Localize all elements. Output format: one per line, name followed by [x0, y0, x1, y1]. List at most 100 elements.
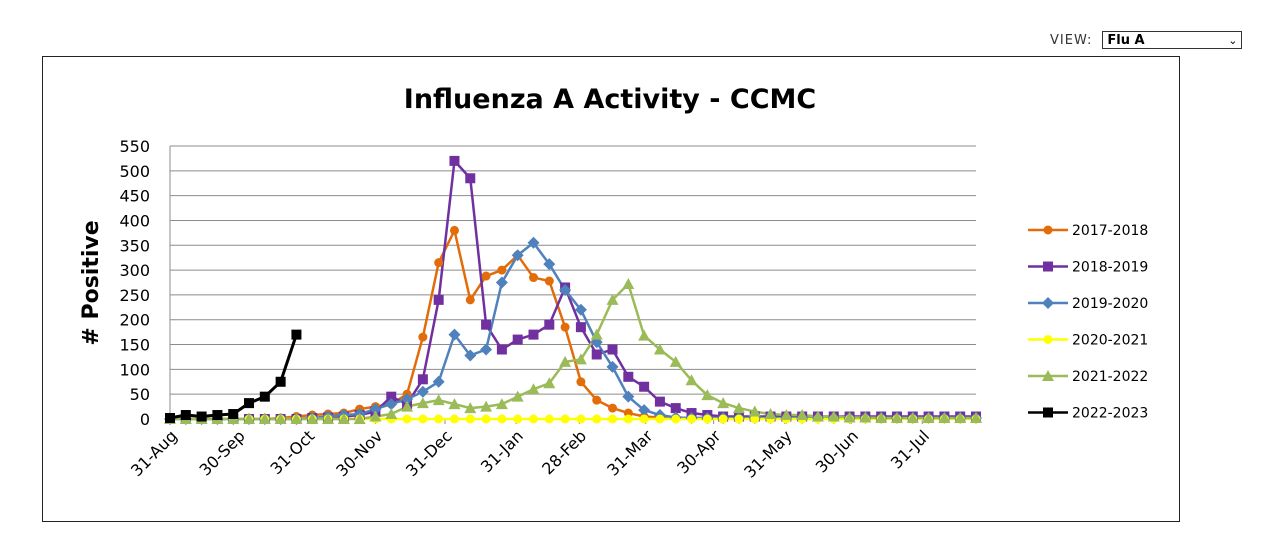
data-point-2021-2022 — [717, 397, 730, 409]
series-line-2019-2020 — [170, 241, 976, 421]
data-point-2017-2018 — [434, 258, 444, 268]
data-point-2018-2019 — [654, 396, 665, 407]
x-tick-label: 31-Aug — [127, 426, 181, 480]
data-point-2021-2022 — [480, 400, 493, 412]
legend-marker — [1043, 407, 1053, 418]
x-tick-label: 31-Jul — [887, 426, 933, 472]
legend-label: 2021-2022 — [1072, 369, 1148, 385]
data-point-2022-2023 — [196, 411, 207, 422]
legend-label: 2018-2019 — [1072, 260, 1148, 276]
y-tick-label: 50 — [130, 385, 150, 404]
data-point-2017-2018 — [481, 271, 491, 281]
view-select[interactable]: Flu A ⌄ — [1102, 31, 1243, 49]
y-tick-label: 500 — [119, 162, 150, 181]
data-point-2018-2019 — [575, 322, 586, 333]
series-line-2022-2023 — [169, 334, 298, 420]
series-line-2021-2022 — [170, 282, 976, 421]
legend-marker — [1043, 225, 1053, 235]
data-point-2021-2022 — [322, 413, 335, 424]
data-point-2021-2022 — [464, 402, 477, 414]
data-point-2021-2022 — [938, 412, 951, 424]
data-point-2022-2023 — [228, 409, 239, 420]
data-point-2018-2019 — [496, 344, 507, 355]
data-point-2021-2022 — [906, 412, 919, 424]
data-point-2017-2018 — [592, 395, 602, 405]
data-point-2022-2023 — [244, 398, 255, 409]
data-point-2021-2022 — [385, 408, 398, 420]
y-tick-label: 200 — [119, 311, 150, 330]
data-point-2021-2022 — [306, 413, 319, 424]
x-tick-label: 30-Apr — [673, 426, 725, 478]
x-tick-label: 30-Jun — [812, 426, 862, 476]
data-point-2020-2021 — [639, 414, 649, 424]
data-point-2020-2021 — [655, 414, 665, 424]
data-point-2021-2022 — [527, 383, 540, 395]
data-point-2022-2023 — [212, 410, 223, 421]
legend-label: 2019-2020 — [1072, 296, 1148, 312]
data-point-2020-2021 — [513, 414, 523, 424]
data-point-2021-2022 — [353, 413, 366, 424]
data-point-2021-2022 — [653, 343, 666, 355]
data-point-2017-2018 — [560, 322, 570, 332]
data-point-2020-2021 — [592, 414, 602, 424]
data-point-2019-2020 — [511, 249, 524, 262]
data-point-2020-2021 — [418, 414, 428, 424]
legend-label: 2020-2021 — [1072, 333, 1148, 349]
legend-label: 2022-2023 — [1072, 406, 1148, 422]
data-point-2021-2022 — [732, 402, 745, 414]
legend-marker — [1042, 370, 1054, 381]
data-point-2017-2018 — [576, 377, 586, 387]
data-point-2017-2018 — [418, 332, 428, 342]
data-point-2021-2022 — [622, 277, 635, 289]
series-line-2018-2019 — [170, 159, 976, 421]
data-point-2022-2023 — [291, 329, 302, 340]
data-point-2020-2021 — [528, 414, 538, 424]
data-point-2019-2020 — [464, 349, 477, 362]
data-point-2021-2022 — [590, 328, 603, 340]
data-point-2019-2020 — [543, 258, 556, 271]
y-tick-label: 400 — [119, 211, 150, 230]
data-point-2021-2022 — [258, 413, 271, 424]
data-point-2019-2020 — [606, 360, 619, 373]
data-point-2020-2021 — [560, 414, 570, 424]
data-point-2018-2019 — [623, 371, 634, 382]
data-point-2019-2020 — [574, 303, 587, 316]
data-point-2021-2022 — [843, 411, 856, 423]
data-point-2021-2022 — [511, 390, 524, 402]
data-point-2020-2021 — [497, 414, 507, 424]
data-point-2020-2021 — [481, 414, 491, 424]
data-point-2021-2022 — [827, 410, 840, 422]
view-control: VIEW: Flu A ⌄ — [1050, 30, 1243, 50]
data-point-2019-2020 — [416, 385, 429, 398]
x-tick-label: 31-Oct — [267, 426, 319, 478]
data-point-2017-2018 — [544, 276, 554, 286]
view-selected-value: Flu A — [1107, 32, 1145, 48]
legend-label: 2017-2018 — [1072, 223, 1148, 239]
data-point-2021-2022 — [369, 410, 382, 422]
data-point-2021-2022 — [416, 397, 429, 409]
data-point-2021-2022 — [606, 293, 619, 305]
chart-frame — [42, 56, 1180, 522]
data-point-2022-2023 — [275, 376, 286, 387]
data-point-2021-2022 — [811, 410, 824, 422]
data-point-2018-2019 — [449, 155, 460, 166]
data-point-2020-2021 — [734, 414, 744, 424]
data-point-2021-2022 — [274, 413, 287, 424]
data-point-2021-2022 — [875, 412, 888, 424]
data-point-2020-2021 — [576, 414, 586, 424]
data-point-2017-2018 — [608, 403, 618, 413]
data-point-2018-2019 — [512, 334, 523, 345]
data-point-2021-2022 — [748, 405, 761, 417]
data-point-2021-2022 — [574, 353, 587, 365]
data-point-2021-2022 — [401, 400, 414, 412]
data-point-2021-2022 — [796, 409, 809, 421]
chart-title: Influenza A Activity - CCMC — [404, 84, 816, 115]
data-point-2018-2019 — [465, 173, 476, 184]
data-point-2019-2020 — [432, 375, 445, 388]
data-point-2021-2022 — [495, 398, 508, 410]
data-point-2021-2022 — [970, 412, 982, 424]
data-point-2017-2018 — [497, 265, 507, 275]
data-point-2021-2022 — [780, 409, 793, 421]
data-point-2022-2023 — [259, 391, 270, 402]
y-tick-label: 0 — [140, 410, 150, 429]
